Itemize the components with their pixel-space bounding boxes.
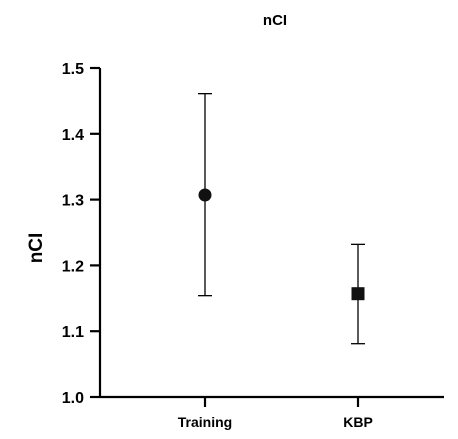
data-point-kbp [351,287,365,301]
x-tick-label: Training [178,414,232,430]
y-tick-label: 1.3 [62,193,84,210]
chart-title: nCI [263,12,287,29]
y-tick-label: 1.0 [62,390,84,407]
y-ticks: 1.0 1.1 1.2 1.3 1.4 1.5 [62,61,100,407]
y-tick-label: 1.5 [62,61,84,78]
data-marks [198,93,365,345]
data-point-training [198,188,212,202]
y-axis-label: nCI [26,233,47,264]
y-tick-label: 1.1 [62,324,84,341]
x-tick-label: KBP [343,414,373,430]
y-tick-label: 1.2 [62,258,84,275]
x-categories: Training KBP [178,397,373,430]
y-tick-label: 1.4 [62,127,84,144]
